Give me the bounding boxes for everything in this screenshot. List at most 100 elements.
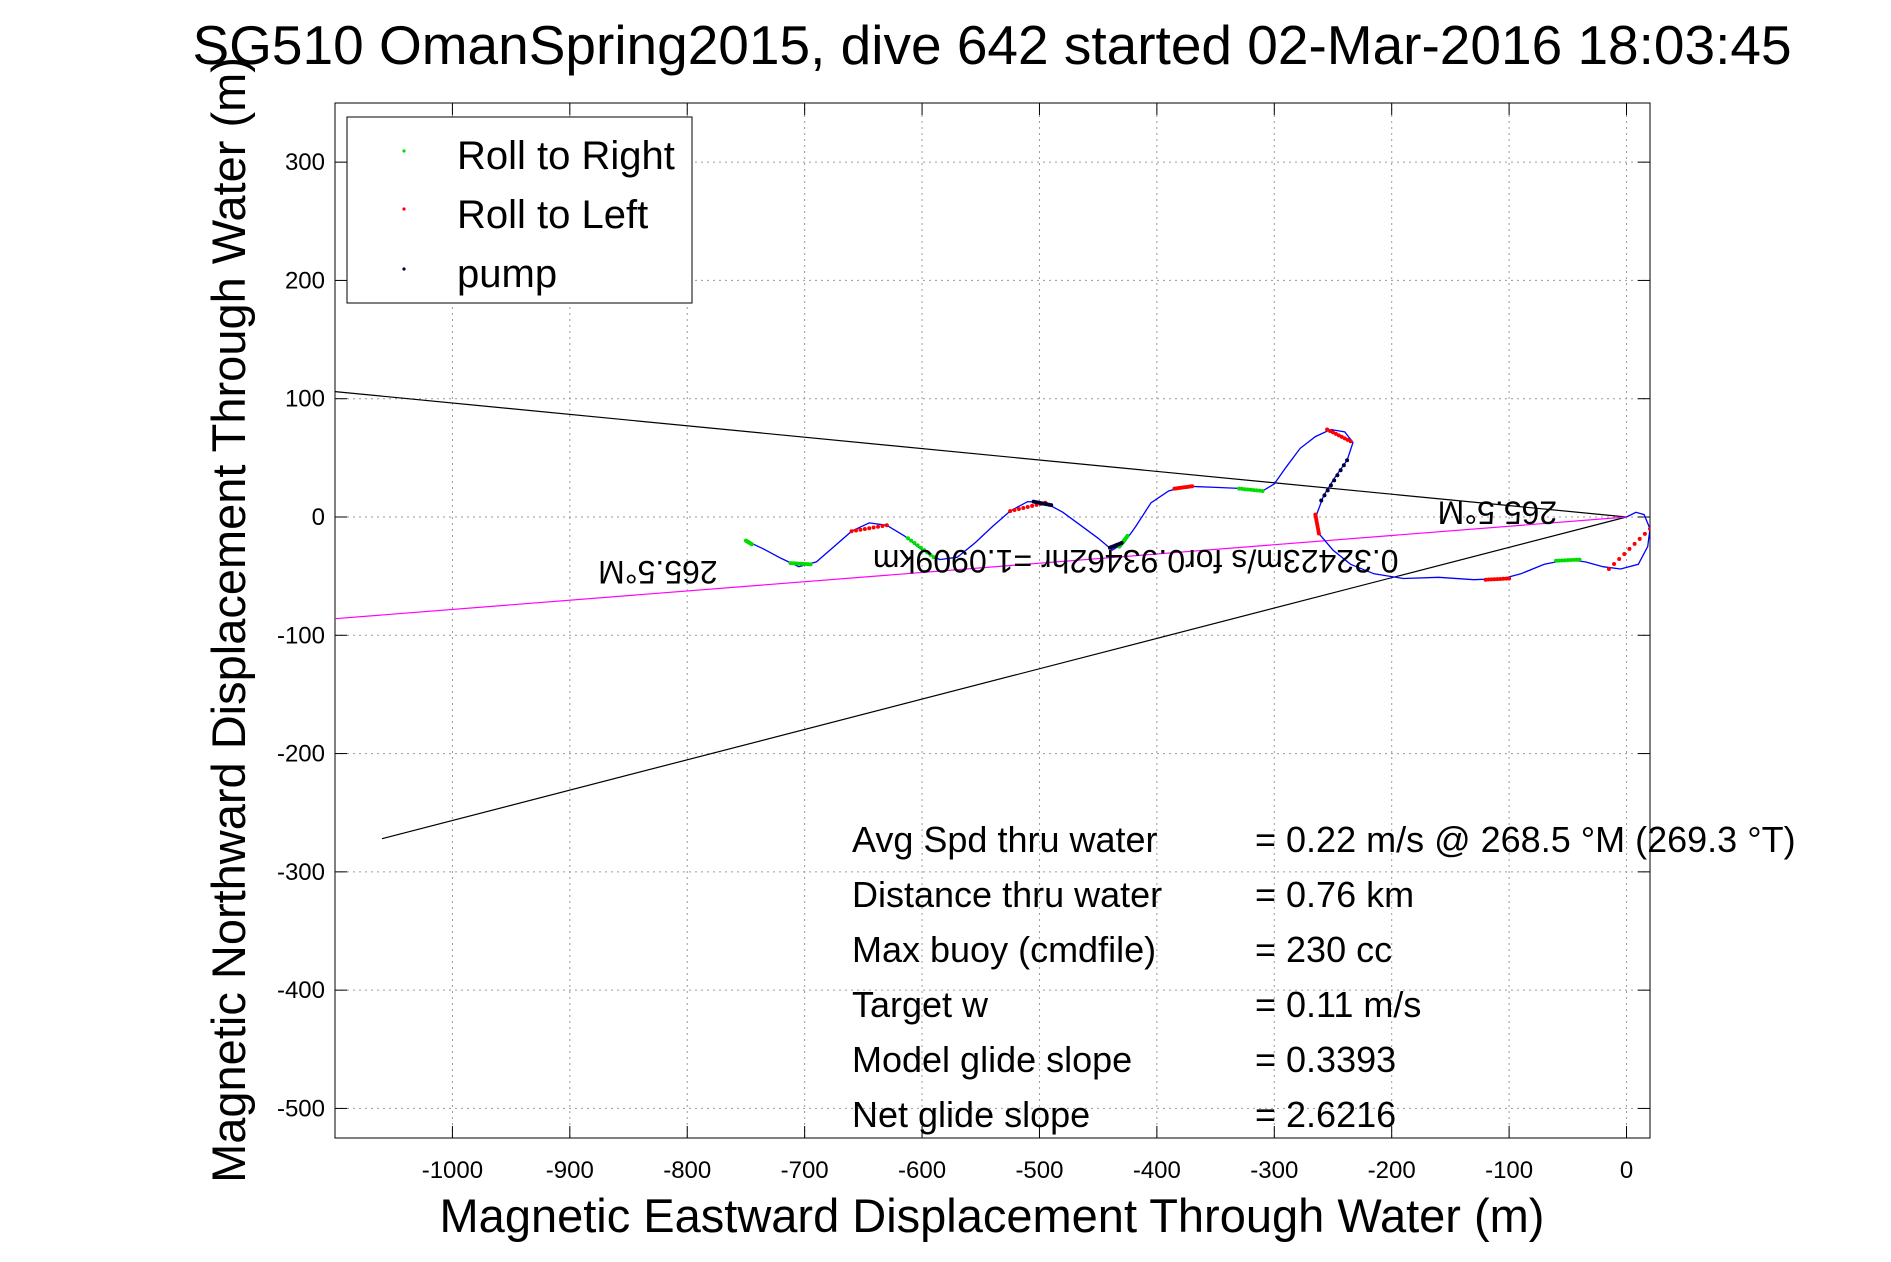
- x-tick-label: -300: [1250, 1157, 1298, 1184]
- legend: Roll to Right Roll to Left pump: [346, 116, 693, 304]
- legend-label-pump: pump: [457, 252, 557, 296]
- grid: [335, 103, 1650, 1138]
- roll-right-point: [1254, 488, 1259, 493]
- stat-value: = 0.76 km: [1255, 874, 1414, 915]
- stat-label: Model glide slope: [852, 1039, 1132, 1080]
- x-tick-label: -500: [1015, 1157, 1063, 1184]
- roll-left-point: [862, 526, 867, 531]
- roll-left-point: [1348, 439, 1353, 444]
- roll-left-point: [871, 525, 876, 530]
- roll-left-point: [1637, 536, 1642, 541]
- x-tick-label: 0: [1620, 1157, 1633, 1184]
- legend-label-roll-left: Roll to Left: [457, 193, 648, 237]
- pump-point: [1332, 478, 1337, 483]
- roll-right-point: [912, 541, 917, 546]
- x-axis-label: Magnetic Eastward Displacement Through W…: [440, 1189, 1545, 1242]
- stat-label: Target w: [852, 984, 989, 1025]
- pump-point: [1325, 488, 1330, 493]
- roll-right-point: [915, 543, 920, 548]
- bearing-annotation: 265.5°M: [598, 554, 718, 590]
- roll-left-point: [1612, 562, 1617, 567]
- legend-marker-roll-left: [402, 207, 406, 211]
- legend-label-roll-right: Roll to Right: [457, 134, 675, 178]
- stat-value: = 0.3393: [1255, 1039, 1396, 1080]
- stats-block: Avg Spd thru water = 0.22 m/s @ 268.5 °M …: [852, 819, 1796, 1135]
- roll-left-point: [1642, 531, 1647, 536]
- x-tick-label: -100: [1485, 1157, 1533, 1184]
- y-tick-label: -300: [277, 859, 325, 886]
- y-tick-label: -200: [277, 741, 325, 768]
- pump-point: [1119, 541, 1124, 546]
- data-layer: [335, 391, 1650, 840]
- roll-left-point: [1025, 504, 1030, 509]
- pump-point: [1322, 493, 1327, 498]
- roll-left-point: [1489, 577, 1494, 582]
- roll-right-point: [1260, 488, 1265, 493]
- roll-left-point: [876, 524, 881, 529]
- roll-right-point: [931, 555, 936, 560]
- roll-left-point: [1498, 576, 1503, 581]
- glider-track-line: [745, 428, 1650, 581]
- roll-right-point: [1577, 557, 1582, 562]
- y-tick-label: 200: [285, 267, 325, 294]
- roll-left-point: [1486, 577, 1491, 582]
- roll-left-point: [849, 529, 854, 534]
- roll-right-point: [928, 552, 933, 557]
- pump-point: [1338, 468, 1343, 473]
- roll-right-point: [1242, 487, 1247, 492]
- pump-point: [1335, 473, 1340, 478]
- roll-left-point: [1483, 577, 1488, 582]
- stat-label: Distance thru water: [852, 874, 1162, 915]
- stat-label: Avg Spd thru water: [852, 819, 1158, 860]
- roll-left-point: [1501, 576, 1506, 581]
- pump-point: [1341, 463, 1346, 468]
- y-ticks: 300 200 100 0 -100 -200 -300 -400 -500: [277, 149, 1650, 1122]
- y-tick-label: 300: [285, 149, 325, 176]
- roll-left-point: [1012, 508, 1017, 513]
- roll-left-point: [1627, 546, 1632, 551]
- y-tick-label: -400: [277, 977, 325, 1004]
- roll-right-point: [1565, 558, 1570, 563]
- roll-left-point: [884, 523, 889, 528]
- roll-left-point: [1606, 567, 1611, 572]
- x-tick-label: -800: [663, 1157, 711, 1184]
- roll-left-point: [1030, 503, 1035, 508]
- roll-left-point: [1617, 556, 1622, 561]
- y-tick-label: -100: [277, 622, 325, 649]
- roll-right-point: [1574, 557, 1579, 562]
- roll-left-point: [867, 526, 872, 531]
- x-tick-label: -700: [781, 1157, 829, 1184]
- pump-point: [1345, 458, 1350, 463]
- x-tick-label: -600: [898, 1157, 946, 1184]
- legend-marker-pump: [402, 267, 406, 271]
- stat-value: = 0.22 m/s @ 268.5 °M (269.3 °T): [1255, 819, 1796, 860]
- roll-right-point: [1571, 557, 1576, 562]
- roll-right-point: [1557, 558, 1562, 563]
- stat-value: = 2.6216: [1255, 1094, 1396, 1135]
- pump-point: [1049, 503, 1054, 508]
- roll-right-point: [749, 542, 754, 547]
- roll-right-point: [1568, 558, 1573, 563]
- roll-right-point: [1251, 488, 1256, 493]
- roll-right-point: [1245, 487, 1250, 492]
- line-bearing-lower: [381, 516, 1627, 840]
- line-heading-line: [335, 516, 1627, 620]
- bearing-annotation: 265.5°M: [1438, 495, 1558, 531]
- roll-left-point: [880, 524, 885, 529]
- roll-right-point: [905, 536, 910, 541]
- roll-right-point: [909, 538, 914, 543]
- x-tick-label: -900: [546, 1157, 594, 1184]
- stat-label: Net glide slope: [852, 1094, 1090, 1135]
- y-tick-label: 0: [312, 504, 325, 531]
- roll-right-point: [1257, 488, 1262, 493]
- stat-value: = 230 cc: [1255, 929, 1392, 970]
- roll-right-point: [1248, 487, 1253, 492]
- roll-right-point: [808, 562, 813, 567]
- bearing-annotation: 0.32423m/s for0.93462hr =1.0909km: [873, 543, 1399, 579]
- roll-left-point: [1507, 576, 1512, 581]
- roll-left-point: [1016, 507, 1021, 512]
- roll-left-point: [1316, 531, 1321, 536]
- roll-left-point: [1008, 509, 1013, 514]
- roll-left-point: [1622, 551, 1627, 556]
- stat-value: = 0.11 m/s: [1255, 984, 1421, 1025]
